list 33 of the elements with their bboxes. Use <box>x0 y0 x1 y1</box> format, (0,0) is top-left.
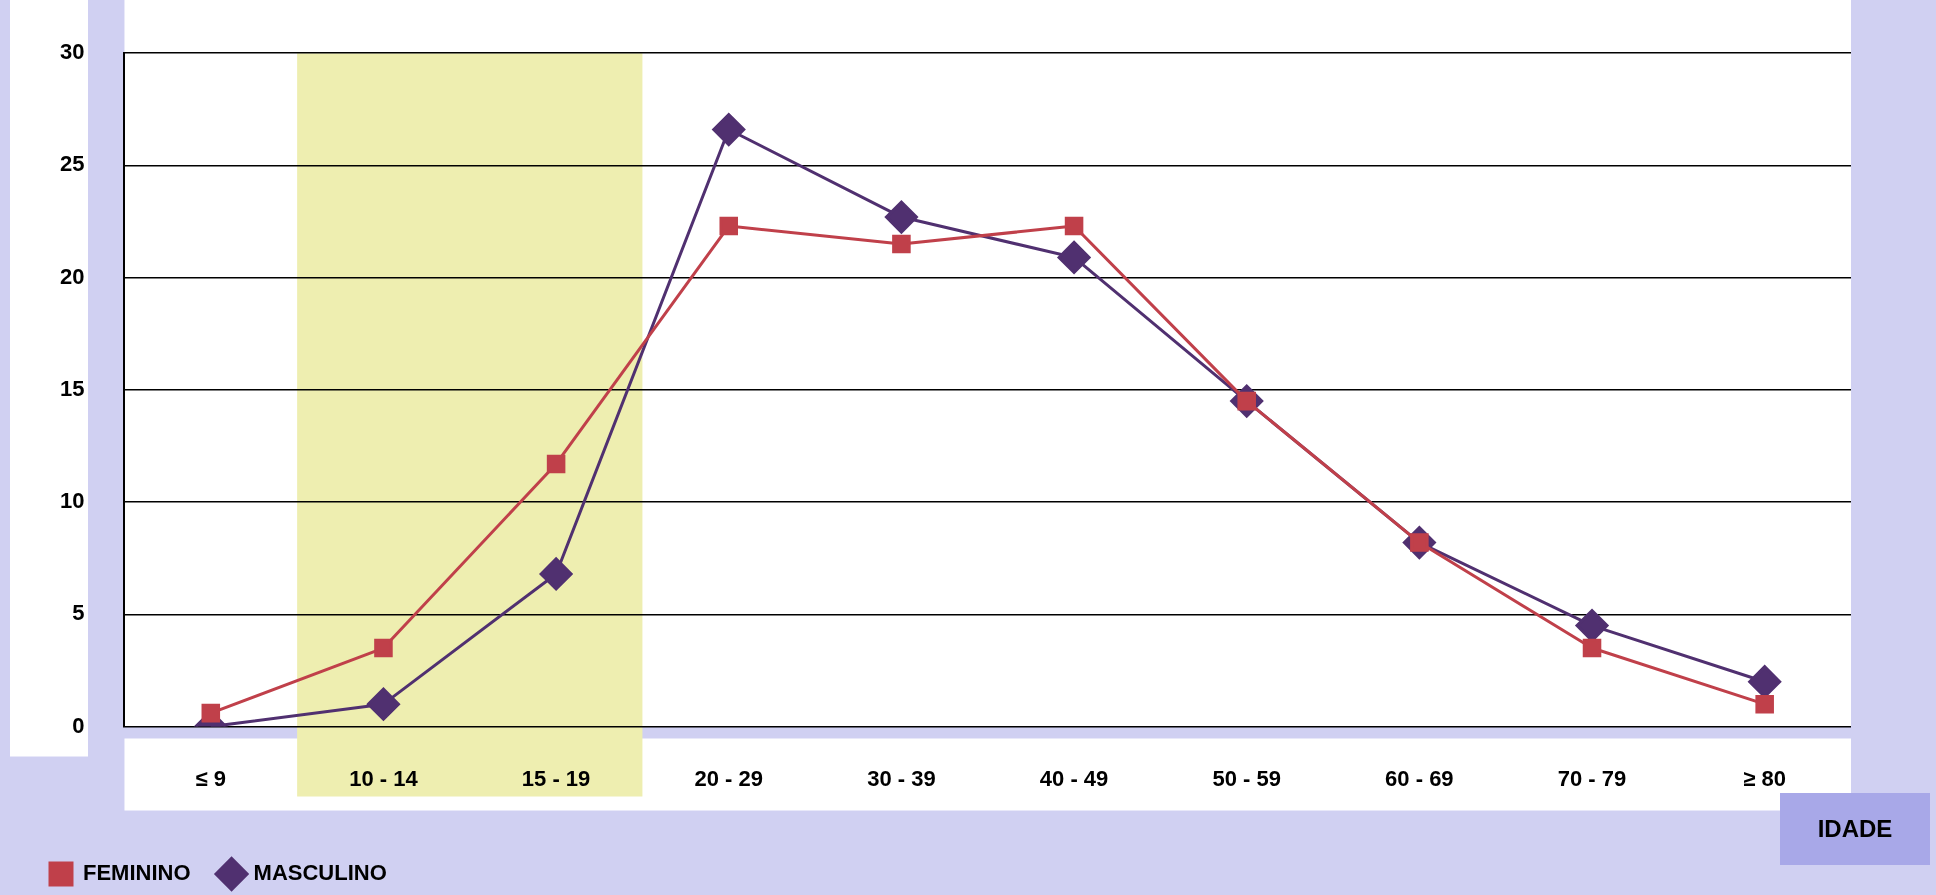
x-tick-label: 50 - 59 <box>1212 765 1281 791</box>
x-tick-label: ≥ 80 <box>1743 765 1787 791</box>
y-tick-label: 10 <box>59 488 85 514</box>
point <box>884 200 918 234</box>
y-tick-label: 20 <box>59 263 85 289</box>
legend-label: MASCULINO <box>253 860 387 886</box>
point <box>1755 694 1774 714</box>
x-tick-label: 40 - 49 <box>1039 765 1109 791</box>
y-tick-label: 25 <box>59 151 85 177</box>
point <box>712 113 746 147</box>
point <box>374 638 393 658</box>
y-tick-label: 0 <box>72 712 85 738</box>
x-tick-label: 20 - 29 <box>694 765 764 791</box>
point <box>1064 216 1084 236</box>
point <box>539 557 573 591</box>
x-tick-label: ≤ 9 <box>195 765 227 791</box>
x-tick-label: 10 - 14 <box>349 765 419 791</box>
y-tick-label: 15 <box>59 375 85 401</box>
y-tick-label: 5 <box>72 600 85 626</box>
point <box>1582 638 1602 658</box>
point <box>719 216 739 236</box>
x-tick-label: 30 - 39 <box>867 765 936 791</box>
point <box>892 234 911 254</box>
point <box>1057 240 1091 274</box>
point <box>201 703 221 723</box>
x-tick-label: 70 - 79 <box>1557 765 1627 791</box>
point <box>546 454 566 474</box>
point <box>366 687 400 721</box>
legend-label: FEMININO <box>83 860 191 886</box>
x-tick-label: 15 - 19 <box>521 765 591 791</box>
y-tick-label: 30 <box>59 39 85 65</box>
x-tick-label: 60 - 69 <box>1385 765 1454 791</box>
x-axis-title: IDADE <box>1780 793 1930 865</box>
